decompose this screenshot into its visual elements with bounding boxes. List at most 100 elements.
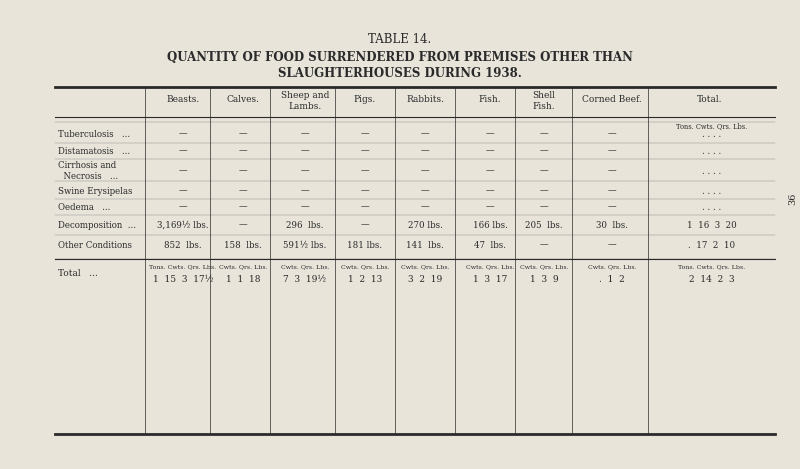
Text: —: — — [486, 146, 494, 156]
Text: —: — — [421, 129, 430, 138]
Text: Rabbits.: Rabbits. — [406, 94, 444, 104]
Text: —: — — [608, 187, 616, 196]
Text: Cwts. Qrs. Lbs.: Cwts. Qrs. Lbs. — [588, 265, 636, 270]
Text: 47  lbs.: 47 lbs. — [474, 241, 506, 250]
Text: Tons. Cwts. Qrs. Lbs.: Tons. Cwts. Qrs. Lbs. — [676, 122, 748, 130]
Text: 270 lbs.: 270 lbs. — [407, 220, 442, 229]
Text: —: — — [608, 241, 616, 250]
Text: —: — — [486, 166, 494, 175]
Text: Cwts. Qrs. Lbs.: Cwts. Qrs. Lbs. — [466, 265, 514, 270]
Text: Pigs.: Pigs. — [354, 94, 376, 104]
Text: —: — — [486, 129, 494, 138]
Text: .  17  2  10: . 17 2 10 — [689, 241, 735, 250]
Text: —: — — [361, 129, 370, 138]
Text: Oedema   ...: Oedema ... — [58, 203, 110, 212]
Text: Fish.: Fish. — [478, 94, 502, 104]
Text: —: — — [608, 129, 616, 138]
Text: —: — — [540, 187, 548, 196]
Text: TABLE 14.: TABLE 14. — [368, 32, 432, 45]
Text: —: — — [301, 129, 310, 138]
Text: 166 lbs.: 166 lbs. — [473, 220, 507, 229]
Text: Tuberculosis   ...: Tuberculosis ... — [58, 129, 130, 138]
Text: —: — — [301, 166, 310, 175]
Text: —: — — [421, 203, 430, 212]
Text: —: — — [608, 146, 616, 156]
Text: Distamatosis   ...: Distamatosis ... — [58, 146, 130, 156]
Text: —: — — [421, 187, 430, 196]
Text: Cwts. Qrs. Lbs.: Cwts. Qrs. Lbs. — [218, 265, 267, 270]
Text: Decomposition  ...: Decomposition ... — [58, 220, 136, 229]
Text: —: — — [361, 146, 370, 156]
Text: . . . .: . . . . — [702, 203, 722, 212]
Text: QUANTITY OF FOOD SURRENDERED FROM PREMISES OTHER THAN: QUANTITY OF FOOD SURRENDERED FROM PREMIS… — [167, 51, 633, 63]
Text: —: — — [178, 129, 187, 138]
Text: Cwts. Qrs. Lbs.: Cwts. Qrs. Lbs. — [520, 265, 568, 270]
Text: —: — — [540, 241, 548, 250]
Text: Tons. Cwts. Qrs. Lbs.: Tons. Cwts. Qrs. Lbs. — [678, 265, 746, 270]
Text: —: — — [608, 166, 616, 175]
Text: —: — — [238, 203, 247, 212]
Text: Beasts.: Beasts. — [166, 94, 200, 104]
Text: 30  lbs.: 30 lbs. — [596, 220, 628, 229]
Text: —: — — [238, 146, 247, 156]
Text: 7  3  19½: 7 3 19½ — [283, 274, 326, 283]
Text: SLAUGHTERHOUSES DURING 1938.: SLAUGHTERHOUSES DURING 1938. — [278, 67, 522, 80]
Text: 3,169½ lbs.: 3,169½ lbs. — [157, 220, 209, 229]
Text: Total.: Total. — [698, 94, 722, 104]
Text: 36: 36 — [789, 193, 798, 205]
Text: Cirrhosis and
  Necrosis   ...: Cirrhosis and Necrosis ... — [58, 161, 118, 181]
Text: —: — — [301, 146, 310, 156]
Text: —: — — [486, 187, 494, 196]
Text: —: — — [421, 166, 430, 175]
Text: —: — — [178, 146, 187, 156]
Text: . . . .: . . . . — [702, 129, 722, 138]
Text: 158  lbs.: 158 lbs. — [224, 241, 262, 250]
Text: . . . .: . . . . — [702, 187, 722, 196]
Text: Cwts. Qrs. Lbs.: Cwts. Qrs. Lbs. — [281, 265, 330, 270]
Text: Corned Beef.: Corned Beef. — [582, 94, 642, 104]
Text: —: — — [178, 166, 187, 175]
Text: —: — — [608, 203, 616, 212]
Text: 1  3  17: 1 3 17 — [473, 274, 507, 283]
Text: Tons. Cwts. Qrs. Lbs.: Tons. Cwts. Qrs. Lbs. — [150, 265, 217, 270]
Text: —: — — [301, 187, 310, 196]
Text: —: — — [301, 203, 310, 212]
Text: —: — — [178, 187, 187, 196]
Text: . . . .: . . . . — [702, 146, 722, 156]
Text: 1  15  3  17½: 1 15 3 17½ — [153, 274, 214, 283]
Text: Shell
Fish.: Shell Fish. — [533, 91, 555, 111]
Text: —: — — [238, 129, 247, 138]
Text: . . . .: . . . . — [702, 166, 722, 175]
Text: 1  2  13: 1 2 13 — [348, 274, 382, 283]
Text: 1  16  3  20: 1 16 3 20 — [687, 220, 737, 229]
Text: —: — — [540, 129, 548, 138]
Text: 1  3  9: 1 3 9 — [530, 274, 558, 283]
Text: —: — — [361, 220, 370, 229]
Text: 296  lbs.: 296 lbs. — [286, 220, 324, 229]
Text: —: — — [540, 166, 548, 175]
Text: —: — — [238, 220, 247, 229]
Text: 3  2  19: 3 2 19 — [408, 274, 442, 283]
Text: 181 lbs.: 181 lbs. — [347, 241, 382, 250]
Text: 852  lbs.: 852 lbs. — [164, 241, 202, 250]
Text: Total   ...: Total ... — [58, 268, 98, 278]
Text: Swine Erysipelas: Swine Erysipelas — [58, 187, 133, 196]
Text: Other Conditions: Other Conditions — [58, 241, 132, 250]
Text: .  1  2: . 1 2 — [599, 274, 625, 283]
Text: —: — — [361, 166, 370, 175]
Text: —: — — [486, 203, 494, 212]
Text: 205  lbs.: 205 lbs. — [525, 220, 563, 229]
Text: Sheep and
Lambs.: Sheep and Lambs. — [281, 91, 329, 111]
Text: 1  1  18: 1 1 18 — [226, 274, 260, 283]
Text: Calves.: Calves. — [226, 94, 259, 104]
Text: 591½ lbs.: 591½ lbs. — [283, 241, 326, 250]
Text: —: — — [540, 146, 548, 156]
Text: —: — — [178, 203, 187, 212]
Text: 2  14  2  3: 2 14 2 3 — [689, 274, 735, 283]
Text: —: — — [238, 187, 247, 196]
Text: 141  lbs.: 141 lbs. — [406, 241, 444, 250]
Text: —: — — [238, 166, 247, 175]
Text: —: — — [361, 203, 370, 212]
Text: Cwts. Qrs. Lbs.: Cwts. Qrs. Lbs. — [341, 265, 390, 270]
Text: —: — — [361, 187, 370, 196]
